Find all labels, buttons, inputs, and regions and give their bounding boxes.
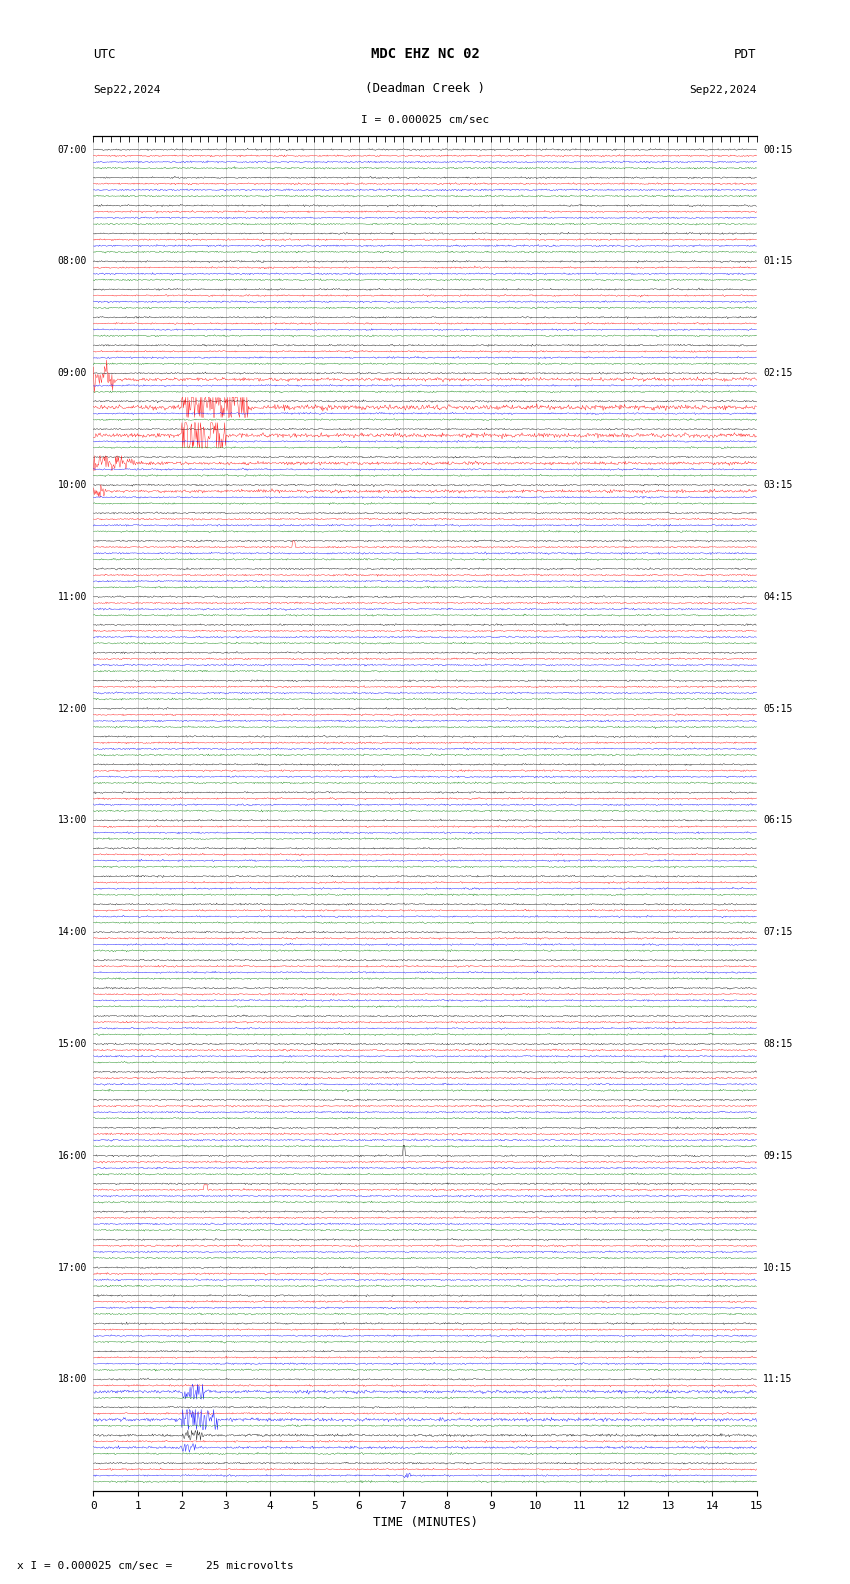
Text: 17:00: 17:00 <box>58 1262 87 1272</box>
Text: 06:15: 06:15 <box>763 816 792 825</box>
Text: 01:15: 01:15 <box>763 257 792 266</box>
Text: Sep22,2024: Sep22,2024 <box>94 86 161 95</box>
Text: 04:15: 04:15 <box>763 592 792 602</box>
Text: 02:15: 02:15 <box>763 367 792 379</box>
Text: 00:15: 00:15 <box>763 144 792 155</box>
Text: 03:15: 03:15 <box>763 480 792 489</box>
Text: Sep22,2024: Sep22,2024 <box>689 86 756 95</box>
Text: 16:00: 16:00 <box>58 1150 87 1161</box>
Text: x I = 0.000025 cm/sec =     25 microvolts: x I = 0.000025 cm/sec = 25 microvolts <box>17 1562 294 1571</box>
Text: 12:00: 12:00 <box>58 703 87 714</box>
X-axis label: TIME (MINUTES): TIME (MINUTES) <box>372 1516 478 1530</box>
Text: 14:00: 14:00 <box>58 927 87 938</box>
Text: 11:00: 11:00 <box>58 592 87 602</box>
Text: 08:00: 08:00 <box>58 257 87 266</box>
Text: MDC EHZ NC 02: MDC EHZ NC 02 <box>371 48 479 62</box>
Text: 08:15: 08:15 <box>763 1039 792 1049</box>
Text: 09:15: 09:15 <box>763 1150 792 1161</box>
Text: 10:15: 10:15 <box>763 1262 792 1272</box>
Text: 07:15: 07:15 <box>763 927 792 938</box>
Text: 05:15: 05:15 <box>763 703 792 714</box>
Text: 13:00: 13:00 <box>58 816 87 825</box>
Text: (Deadman Creek ): (Deadman Creek ) <box>365 82 485 95</box>
Text: 10:00: 10:00 <box>58 480 87 489</box>
Text: 18:00: 18:00 <box>58 1375 87 1384</box>
Text: I = 0.000025 cm/sec: I = 0.000025 cm/sec <box>361 114 489 125</box>
Text: PDT: PDT <box>734 48 756 62</box>
Text: UTC: UTC <box>94 48 116 62</box>
Text: 11:15: 11:15 <box>763 1375 792 1384</box>
Text: 09:00: 09:00 <box>58 367 87 379</box>
Text: 07:00: 07:00 <box>58 144 87 155</box>
Text: 15:00: 15:00 <box>58 1039 87 1049</box>
